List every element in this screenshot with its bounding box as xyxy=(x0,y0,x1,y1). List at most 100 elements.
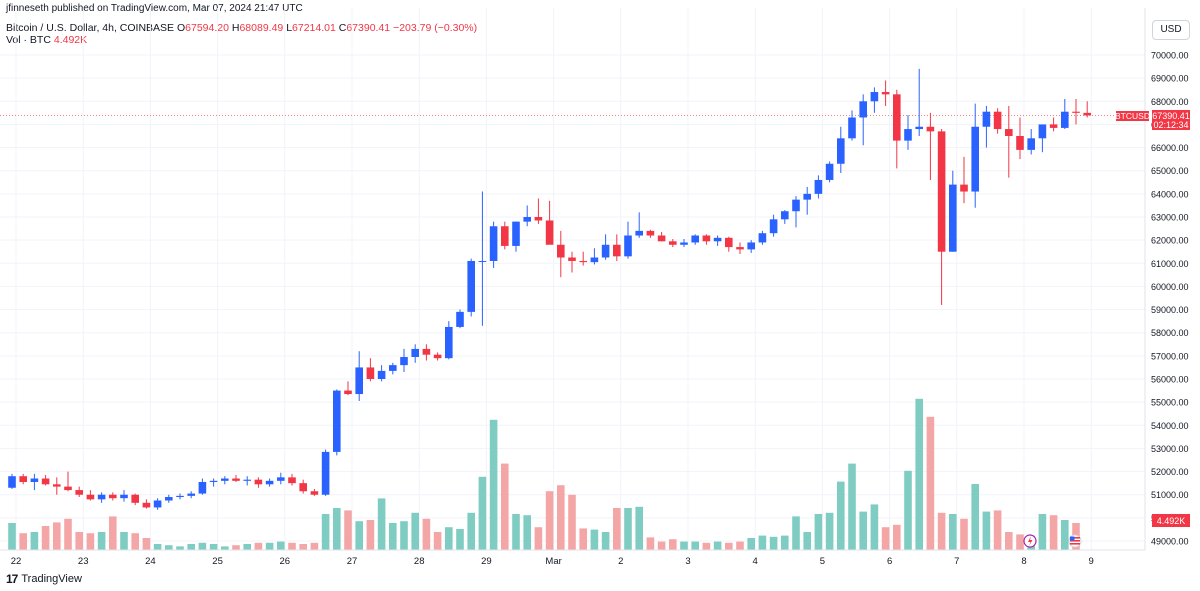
y-tick-label: 60000.00 xyxy=(1151,282,1189,292)
volume-badge: 4.492K xyxy=(1152,514,1190,527)
candle-body xyxy=(837,138,845,164)
candle-body xyxy=(299,483,307,492)
currency-button[interactable]: USD xyxy=(1152,20,1190,40)
y-tick-label: 59000.00 xyxy=(1151,305,1189,315)
ohlc-legend: Bitcoin / U.S. Dollar, 4h, COINBASE O675… xyxy=(6,22,477,34)
candle-body xyxy=(781,211,789,220)
candle-body xyxy=(1072,111,1080,113)
candle-body xyxy=(187,493,195,496)
volume-label[interactable]: Vol · BTC xyxy=(6,34,51,46)
volume-bar xyxy=(646,537,655,550)
x-tick-label: 23 xyxy=(78,556,89,567)
candle-body xyxy=(120,494,128,499)
volume-bar xyxy=(355,521,363,550)
candle-body xyxy=(713,237,722,242)
volume-bar xyxy=(422,518,431,550)
candle-body xyxy=(489,226,498,261)
candle-body xyxy=(545,220,554,245)
volume-bar xyxy=(86,533,95,550)
y-tick-label: 55000.00 xyxy=(1151,398,1189,408)
candle-body xyxy=(321,451,330,495)
volume-bar xyxy=(277,541,285,550)
symbol-name[interactable]: Bitcoin / U.S. Dollar, 4h, COINBASE xyxy=(6,22,175,34)
volume-bar xyxy=(333,508,341,550)
candle-body xyxy=(198,481,207,494)
price-badge: BTCUSD 67390.41 02:12:34 xyxy=(1115,110,1190,130)
volume-bar xyxy=(792,516,800,550)
candle-body xyxy=(523,217,531,222)
volume-bar xyxy=(557,485,565,550)
candle-body xyxy=(310,491,319,495)
volume-bar xyxy=(904,470,912,550)
candle-body xyxy=(512,221,520,246)
y-tick-label: 56000.00 xyxy=(1151,375,1189,385)
volume-bar xyxy=(534,527,543,550)
volume-bar xyxy=(758,535,767,550)
y-tick-label: 52000.00 xyxy=(1151,467,1189,477)
candle-body xyxy=(915,126,923,130)
candle-body xyxy=(624,235,632,257)
volume-bar xyxy=(579,528,587,550)
volume-bar xyxy=(949,514,957,550)
candle-body xyxy=(960,184,968,192)
tradingview-logo-icon: 17 xyxy=(6,572,18,586)
volume-bar xyxy=(971,484,979,550)
change-value: −203.79 (−0.30%) xyxy=(393,22,478,34)
candle-body xyxy=(131,494,139,503)
candles xyxy=(8,68,1091,510)
x-tick-label: 2 xyxy=(618,556,623,567)
candle-body xyxy=(758,233,767,243)
volume-bar xyxy=(635,506,643,550)
time-axis[interactable]: 22 23 24 25 26 27 28 29 Mar 2 3 4 5 6 7 8 9 xyxy=(11,556,1094,567)
volume-bar xyxy=(848,463,856,550)
volume-bar xyxy=(411,512,419,550)
volume-bar xyxy=(366,520,375,550)
candle-body xyxy=(19,476,27,482)
chart-grid xyxy=(0,8,1145,550)
y-tick-label: 58000.00 xyxy=(1151,328,1189,338)
y-tick-label: 54000.00 xyxy=(1151,421,1189,431)
volume-bar xyxy=(109,516,117,550)
candle-body xyxy=(75,490,83,495)
candle-body xyxy=(1061,111,1069,128)
volume-bar xyxy=(400,521,408,550)
price-badge-countdown: 02:12:34 xyxy=(1153,120,1188,130)
volume-bar xyxy=(254,542,263,550)
tradingview-brand: TradingView xyxy=(21,573,82,585)
volume-bar xyxy=(8,523,16,550)
candle-body xyxy=(97,494,106,500)
us-flag-icon[interactable] xyxy=(1068,534,1082,548)
candle-body xyxy=(30,478,39,482)
candle-body xyxy=(288,477,296,484)
x-tick-label: 22 xyxy=(11,556,22,567)
volume-bar xyxy=(825,512,834,550)
volume-bar xyxy=(142,538,151,550)
volume-bar xyxy=(624,508,632,550)
x-tick-label: 29 xyxy=(481,556,492,567)
y-tick-label: 61000.00 xyxy=(1151,259,1189,269)
volume-bar xyxy=(960,518,968,550)
volume-bar xyxy=(389,523,397,550)
candle-body xyxy=(8,476,16,488)
candle-body xyxy=(411,348,419,358)
lightning-icon[interactable] xyxy=(1023,534,1037,548)
tradingview-logo[interactable]: 17 TradingView xyxy=(6,572,82,586)
volume-bar xyxy=(926,416,935,550)
x-tick-label: 26 xyxy=(280,556,291,567)
volume-bar xyxy=(64,518,72,550)
candle-body xyxy=(993,111,1002,130)
candle-body xyxy=(859,101,867,118)
x-tick-label: Mar xyxy=(545,556,561,567)
volume-bar xyxy=(501,463,509,550)
y-tick-label: 70000.00 xyxy=(1151,51,1189,61)
volume-bar xyxy=(243,544,251,550)
volume-bar xyxy=(456,529,464,550)
volume-bar xyxy=(467,512,475,550)
volume-bar xyxy=(568,494,576,550)
high-value: 68089.49 xyxy=(239,22,284,34)
candle-body xyxy=(389,365,397,371)
candle-body xyxy=(702,235,711,242)
candle-body xyxy=(53,484,61,487)
candle-body xyxy=(937,131,946,252)
